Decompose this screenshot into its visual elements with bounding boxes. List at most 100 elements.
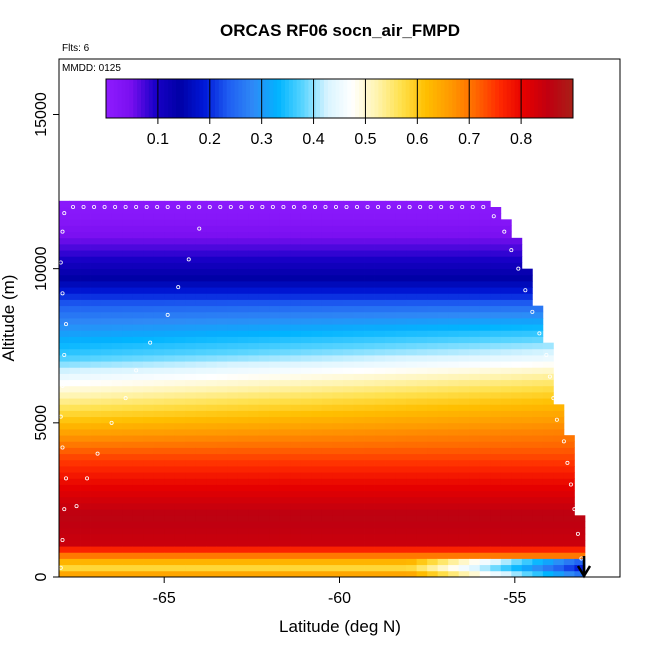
heatmap-cell (206, 466, 218, 473)
heatmap-cell (469, 219, 481, 226)
heatmap-cell (448, 398, 460, 405)
heatmap-cell (269, 281, 281, 288)
heatmap-cell (427, 274, 439, 282)
heatmap-cell (385, 385, 396, 393)
heatmap-cell (206, 281, 218, 288)
colorbar-segment (109, 79, 115, 118)
heatmap-cell (122, 546, 134, 553)
heatmap-cell (437, 274, 449, 282)
heatmap-cell (237, 478, 249, 485)
heatmap-cell (553, 533, 565, 541)
heatmap-cell (132, 330, 144, 337)
heatmap-cell (122, 429, 134, 436)
heatmap-cell (437, 398, 449, 405)
heatmap-cell (195, 472, 207, 479)
heatmap-cell (500, 552, 512, 559)
colorbar-segment (257, 79, 263, 118)
heatmap-cell (248, 521, 260, 529)
heatmap-cell (195, 527, 207, 535)
heatmap-cell (195, 373, 207, 381)
heatmap-cell (332, 416, 344, 424)
heatmap-cell (343, 268, 354, 276)
heatmap-cell (59, 324, 70, 331)
heatmap-cell (111, 466, 123, 473)
heatmap-cell (164, 379, 176, 387)
heatmap-cell (521, 268, 533, 276)
heatmap-cell (300, 361, 312, 368)
heatmap-cell (248, 404, 260, 411)
colorbar-segment (253, 79, 259, 118)
heatmap-cell (563, 447, 575, 455)
heatmap-cell (111, 330, 123, 337)
heatmap-cell (80, 453, 91, 461)
heatmap-cell (258, 509, 270, 516)
heatmap-cell (153, 453, 165, 461)
heatmap-cell (185, 552, 197, 559)
heatmap-cell (469, 287, 481, 294)
heatmap-cell (101, 435, 112, 442)
heatmap-cell (311, 213, 323, 220)
heatmap-cell (311, 268, 323, 276)
heatmap-cell (469, 503, 481, 510)
heatmap-cell (479, 416, 491, 424)
heatmap-cell (343, 324, 354, 331)
heatmap-cell (300, 558, 312, 566)
heatmap-cell (290, 404, 302, 411)
heatmap-cell (321, 355, 333, 362)
heatmap-cell (206, 496, 218, 504)
heatmap-cell (416, 466, 428, 473)
heatmap-cell (374, 533, 386, 541)
heatmap-cell (90, 268, 102, 276)
heatmap-cell (343, 219, 354, 226)
heatmap-cell (153, 207, 165, 214)
heatmap-cell (353, 330, 365, 337)
heatmap-cell (248, 231, 260, 239)
heatmap-cell (427, 490, 439, 498)
heatmap-cell (164, 422, 176, 430)
heatmap-cell (122, 305, 134, 313)
heatmap-cell (237, 361, 249, 368)
heatmap-cell (122, 373, 134, 381)
track-point (516, 266, 521, 271)
heatmap-cell (80, 355, 91, 362)
colorbar-segment (214, 79, 220, 118)
heatmap-cell (258, 281, 270, 288)
heatmap-cell (122, 250, 134, 257)
heatmap-cell (153, 429, 165, 436)
heatmap-cell (437, 527, 449, 535)
heatmap-cell (153, 311, 165, 319)
heatmap-cell (353, 262, 365, 270)
heatmap-cell (300, 496, 312, 504)
heatmap-cell (164, 392, 176, 399)
heatmap-cell (258, 540, 270, 547)
heatmap-cell (500, 219, 512, 226)
heatmap-cell (311, 398, 323, 405)
track-point (568, 482, 573, 487)
heatmap-cell (437, 392, 449, 399)
heatmap-cell (511, 466, 523, 473)
heatmap-cell (332, 274, 344, 282)
heatmap-cell (406, 244, 418, 251)
colorbar-segment (390, 79, 395, 118)
heatmap-cell (122, 441, 134, 448)
heatmap-cell (269, 373, 281, 381)
heatmap-cells (59, 200, 586, 578)
heatmap-cell (479, 324, 491, 331)
heatmap-cell (269, 527, 281, 535)
heatmap-cell (153, 564, 165, 572)
heatmap-cell (479, 355, 491, 362)
heatmap-cell (111, 348, 123, 356)
heatmap-cell (406, 466, 418, 473)
heatmap-cell (90, 207, 102, 214)
heatmap-cell (122, 453, 134, 461)
colorbar-frame (105, 78, 574, 119)
heatmap-cell (458, 392, 470, 399)
heatmap-cell (427, 570, 439, 578)
colorbar-segment (292, 79, 298, 118)
heatmap-cell (227, 422, 239, 430)
heatmap-cell (416, 484, 428, 492)
heatmap-cell (69, 213, 81, 220)
heatmap-cell (416, 527, 428, 535)
heatmap-cell (122, 355, 134, 362)
heatmap-cell (143, 503, 155, 510)
